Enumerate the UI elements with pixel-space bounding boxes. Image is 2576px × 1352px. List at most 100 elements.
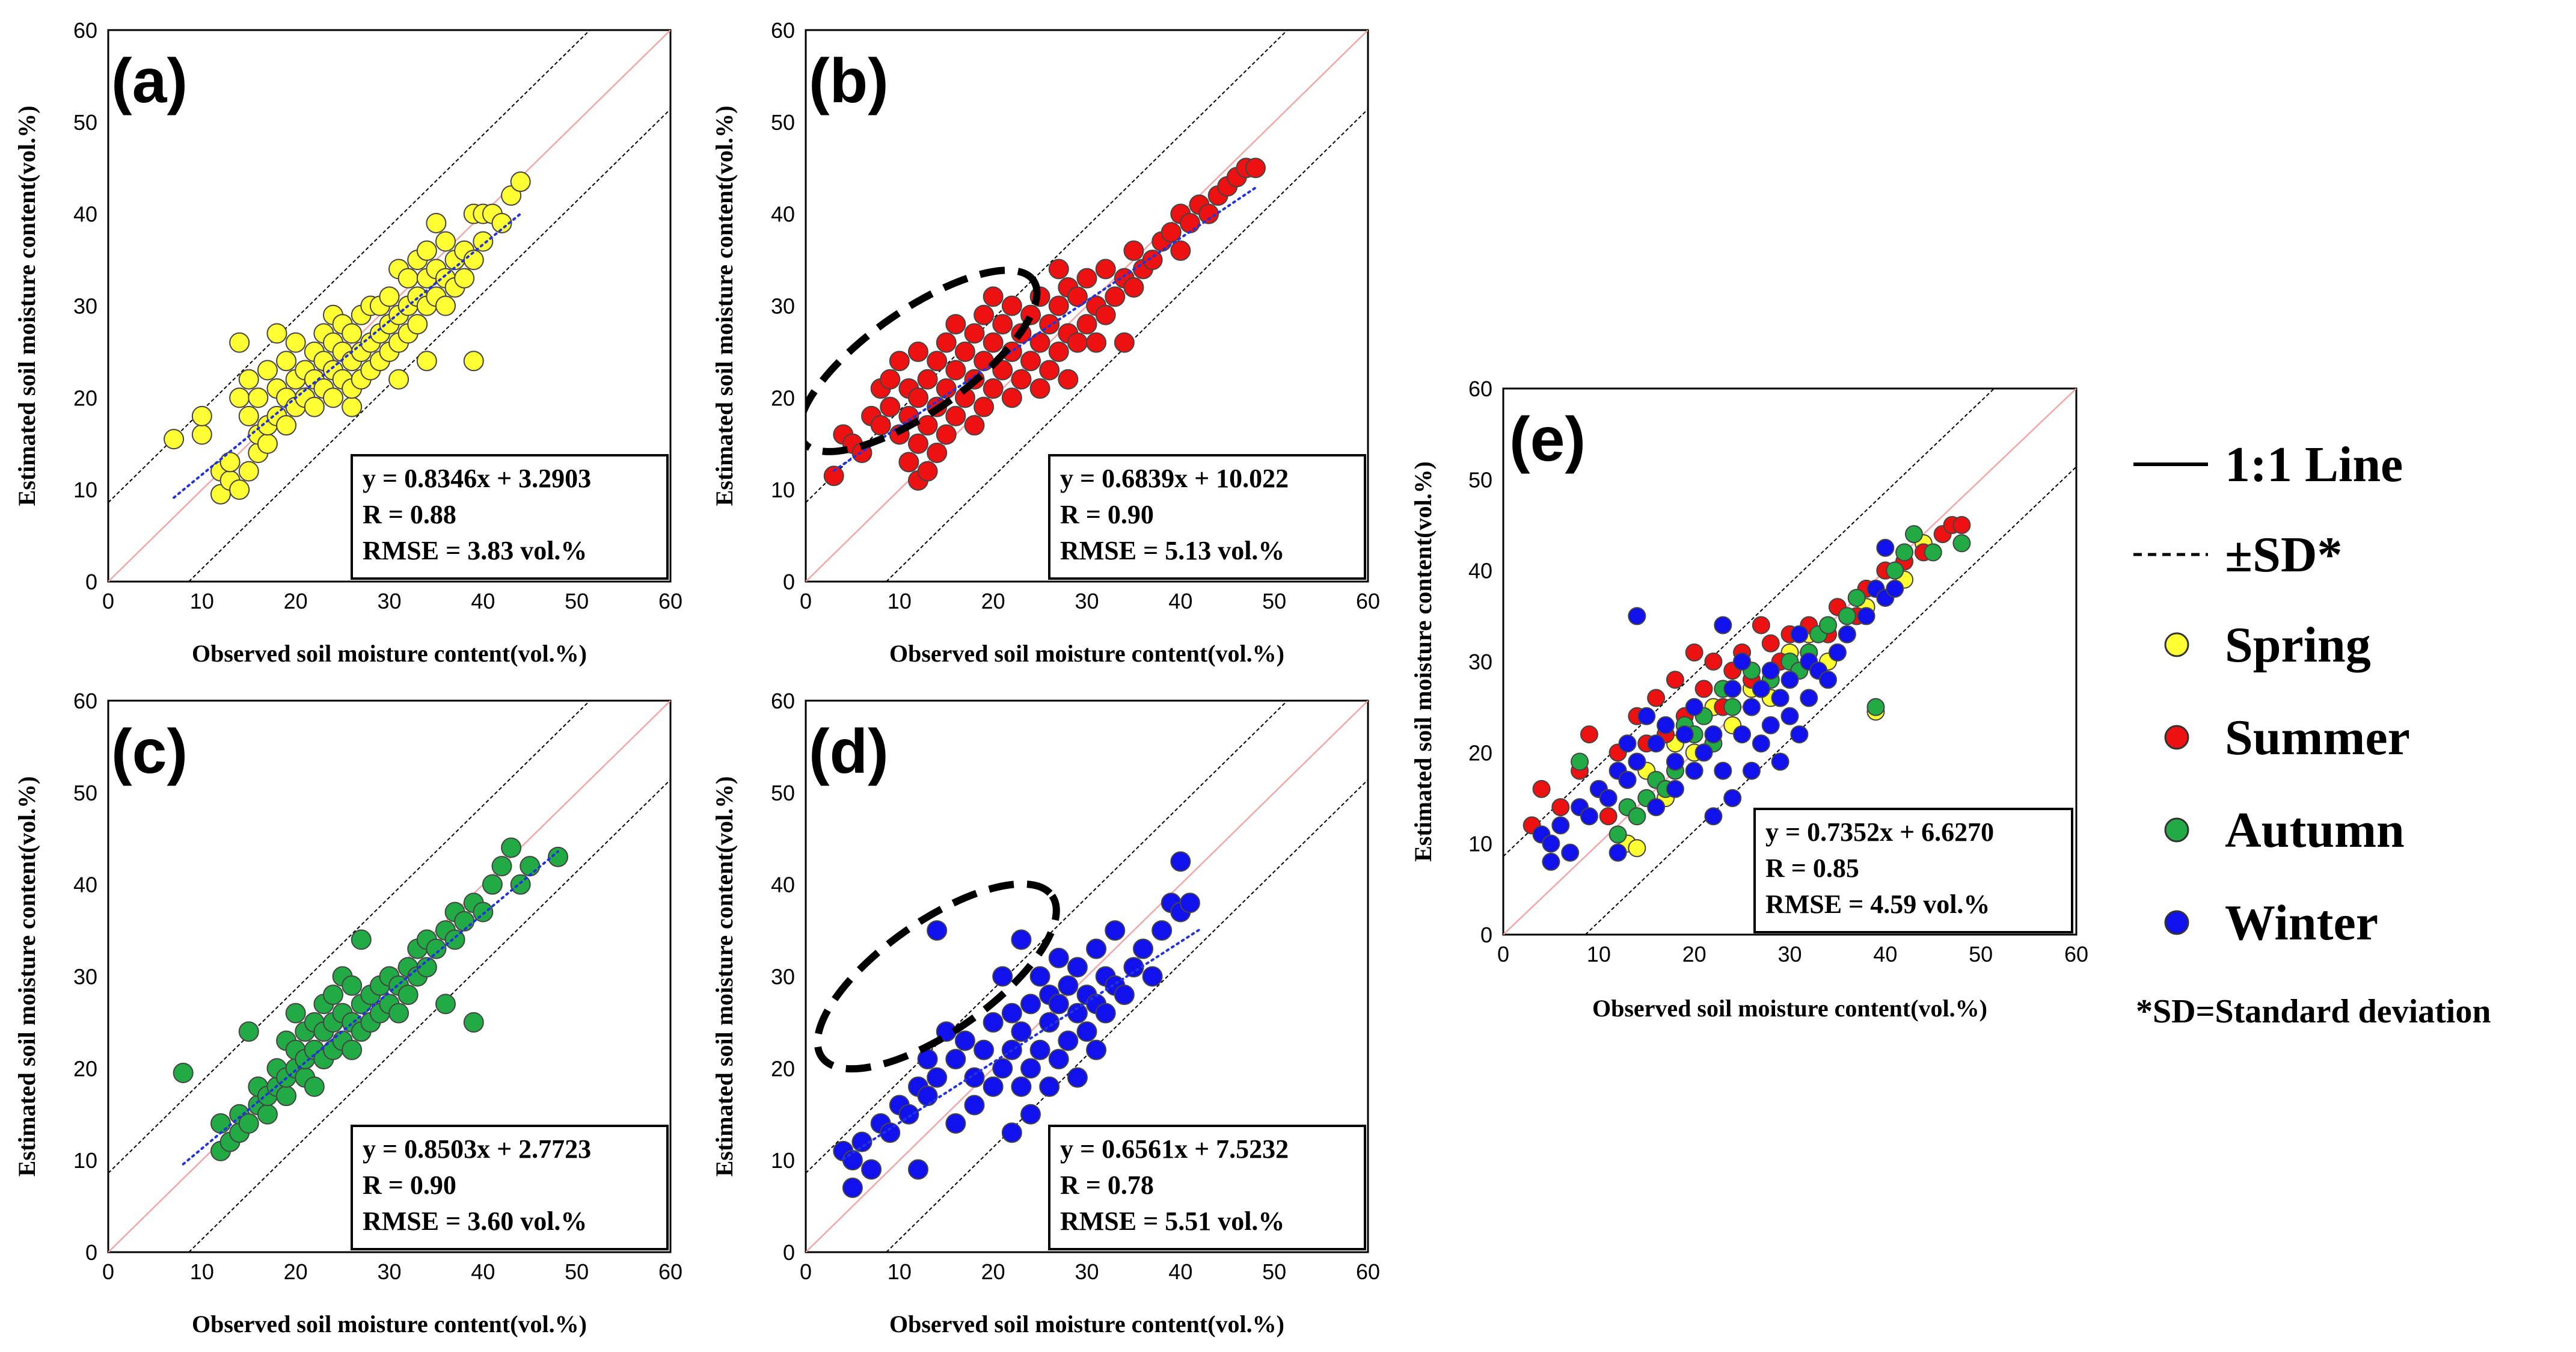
data-point [1058,1030,1079,1051]
data-point-winter [1886,579,1904,598]
data-point [908,1159,928,1180]
data-point [1001,1122,1022,1143]
plot-frame [107,699,672,1253]
panel-label: (b) [809,46,889,116]
x-axis-label: Observed soil moisture content(vol.%) [192,640,587,667]
data-point [1161,222,1182,243]
data-point [945,360,966,381]
data-point [945,1049,966,1070]
x-tick-label: 50 [565,1259,589,1284]
regression-equation: y = 0.6839x + 10.022 [1060,464,1289,493]
x-tick-label: 30 [1075,1259,1099,1284]
data-point-winter [1714,761,1732,780]
data-point [1245,158,1266,179]
y-tick-label: 60 [1468,376,1492,401]
data-point [861,1159,882,1180]
data-point-summer [1532,779,1551,798]
data-point-winter [1561,843,1580,862]
plot-frame [805,699,1369,1253]
legend-spring-marker [2164,632,2189,657]
data-point [491,856,512,877]
data-point-winter [1819,671,1838,689]
data-point [880,396,901,417]
data-point [936,332,957,353]
data-point [945,405,966,426]
data-point-winter [1771,752,1789,771]
y-tick-label: 20 [73,1056,97,1081]
data-point [1058,369,1079,390]
data-point-autumn [1819,616,1838,635]
data-point [1039,314,1060,335]
x-tick-label: 40 [1168,1259,1192,1284]
data-point-winter [1608,843,1627,862]
data-point [379,286,400,307]
rmse-value: RMSE = 5.13 vol.% [1060,536,1284,565]
regression-equation: y = 0.8346x + 3.2903 [363,464,591,493]
y-tick-label: 40 [771,873,795,897]
data-point [954,341,975,362]
y-tick-label: 20 [771,386,795,410]
rmse-value: RMSE = 5.51 vol.% [1060,1206,1284,1236]
data-point-winter [1780,671,1799,689]
data-point [1105,920,1126,941]
y-tick-label: 30 [1468,650,1492,674]
data-point [974,304,995,325]
data-point [1170,851,1191,872]
data-point [1123,957,1144,978]
y-axis-label: Estimated soil moisture content(vol.%) [711,106,738,506]
lower-sd-line [188,779,670,1252]
one-to-one-line [806,701,1368,1252]
y-axis-label: Estimated soil moisture content(vol.%) [13,776,40,1177]
data-point [983,1012,1004,1033]
data-point-summer [1752,616,1770,635]
data-point-autumn [1886,561,1904,580]
data-point [1029,1039,1050,1060]
data-point [473,231,494,252]
data-point [1105,286,1126,307]
data-point-winter [1790,725,1809,744]
data-point [342,975,363,996]
data-point-autumn [1895,543,1914,562]
y-tick-label: 10 [771,478,795,502]
data-point [936,378,957,399]
data-point-winter [1628,752,1646,771]
x-tick-label: 10 [1587,942,1611,966]
data-point [1170,240,1191,261]
data-point [1001,387,1022,408]
data-point-autumn [1847,589,1866,607]
data-point [257,1104,278,1125]
data-point [191,405,212,426]
plot-frame [805,29,1369,583]
data-point [173,1062,194,1083]
data-point-autumn [1924,543,1942,562]
y-tick-label: 10 [73,478,97,502]
data-point [1076,314,1097,335]
data-point [351,929,372,950]
x-tick-label: 30 [1777,942,1802,966]
panel-b: 00 10 10 20 20 30 30 40 40 50 50 60 60 (b) Observed … [711,18,1380,667]
regression-fit-line [832,186,1257,472]
data-point [323,387,343,408]
data-point-winter [1657,716,1675,734]
data-point [1020,351,1041,372]
data-point-winter [1876,538,1895,557]
data-point [304,396,325,417]
data-point [954,1030,975,1051]
data-point [945,1113,966,1134]
data-point [210,1113,231,1134]
plot-frame [1502,387,2078,936]
stats-box: y = 0.8503x + 2.7723 R = 0.90 RMSE = 3.6… [351,1125,669,1250]
data-point-winter [1704,807,1723,826]
data-point [1011,1021,1032,1042]
data-point [880,1122,901,1143]
data-point-winter [1752,680,1770,698]
y-tick-label: 50 [771,110,795,135]
data-point [908,433,928,454]
data-point [1095,1003,1116,1024]
data-point [323,985,343,1006]
data-point [842,1150,863,1171]
stats-box: y = 0.7352x + 6.6270 R = 0.85 RMSE = 4.5… [1753,808,2073,933]
panel-label: (c) [111,717,188,787]
data-point [285,1003,306,1024]
